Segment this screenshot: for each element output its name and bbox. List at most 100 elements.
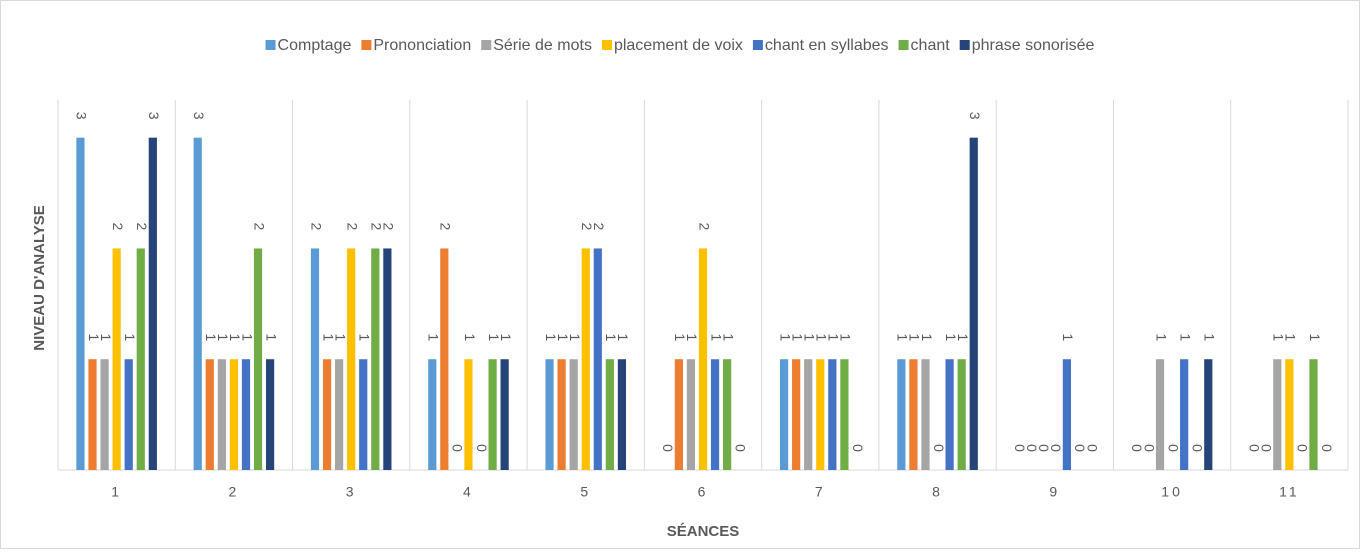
data-label: 1 <box>672 333 688 341</box>
data-label: 1 <box>615 333 631 341</box>
data-label: 1 <box>1060 333 1076 341</box>
data-label: 0 <box>732 444 748 452</box>
bar <box>112 248 121 470</box>
x-tick-label: 8 <box>932 484 943 500</box>
data-label: 0 <box>1319 444 1335 452</box>
bar <box>310 248 320 470</box>
legend-swatch <box>752 40 763 50</box>
bar <box>265 359 275 470</box>
bar <box>193 137 202 470</box>
bar <box>969 137 978 470</box>
bar <box>593 248 602 470</box>
data-label: 3 <box>146 112 162 120</box>
bar <box>241 359 251 470</box>
data-label: 1 <box>777 333 793 341</box>
data-label: 0 <box>1012 444 1028 452</box>
bar <box>440 248 449 470</box>
x-tick-label: 11 <box>1279 484 1300 500</box>
data-label: 1 <box>357 333 373 341</box>
data-label: 2 <box>369 223 385 231</box>
bar <box>322 359 332 470</box>
data-label: 3 <box>74 112 90 120</box>
data-label: 0 <box>1141 444 1157 452</box>
data-label: 2 <box>344 223 360 231</box>
x-tick-label: 5 <box>580 484 591 500</box>
data-label: 0 <box>850 444 866 452</box>
x-tick-label: 6 <box>698 484 709 500</box>
legend-swatch <box>601 40 612 50</box>
data-label: 1 <box>332 333 348 341</box>
bar <box>1309 359 1318 470</box>
data-label: 0 <box>1246 444 1262 452</box>
data-label: 1 <box>1177 333 1193 341</box>
data-label: 2 <box>696 223 712 231</box>
bar <box>710 359 720 470</box>
data-label: 1 <box>1271 333 1287 341</box>
bar <box>205 359 214 470</box>
bar <box>428 359 437 470</box>
bar <box>100 359 109 470</box>
legend-label: Prononciation <box>373 37 471 54</box>
legend-label: phrase sonorisée <box>972 37 1095 54</box>
bar <box>921 359 930 470</box>
data-label: 2 <box>381 223 397 231</box>
legend-label: chant en syllabes <box>765 37 889 54</box>
legend-label: Série de mots <box>493 37 592 54</box>
x-tick-label: 3 <box>346 484 357 500</box>
x-tick-label: 9 <box>1049 484 1060 500</box>
bar <box>464 359 473 470</box>
bar <box>253 248 263 470</box>
data-label: 1 <box>789 333 805 341</box>
bar <box>1155 359 1165 470</box>
data-label: 1 <box>227 333 243 341</box>
bar <box>840 359 849 470</box>
bar <box>88 359 97 470</box>
data-label: 0 <box>1036 444 1052 452</box>
bar <box>383 248 392 470</box>
bar <box>1180 359 1189 470</box>
bar <box>359 359 368 470</box>
legend-label: chant <box>911 37 951 54</box>
data-label: 0 <box>1190 444 1206 452</box>
bar <box>545 359 554 470</box>
x-tick-label: 2 <box>229 484 240 500</box>
bar <box>605 359 614 470</box>
bar <box>723 359 732 470</box>
legend: Comptage Prononciation Série de mots placem… <box>265 37 1095 54</box>
data-label: 1 <box>1307 333 1323 341</box>
data-label: 1 <box>263 333 279 341</box>
x-tick-label: 10 <box>1161 484 1183 500</box>
y-axis-title: NIVEAU D'ANALYSE <box>31 205 48 351</box>
bar <box>217 359 226 470</box>
bar <box>686 359 696 470</box>
bar <box>1273 359 1282 470</box>
bar <box>371 248 380 470</box>
data-label: 1 <box>684 333 700 341</box>
data-label: 1 <box>907 333 923 341</box>
x-tick-label: 4 <box>463 484 474 500</box>
data-label: 1 <box>543 333 559 341</box>
data-label: 1 <box>802 333 818 341</box>
data-label: 1 <box>426 333 442 341</box>
bar <box>1062 359 1071 470</box>
bar <box>1204 359 1213 470</box>
x-tick-label: 7 <box>815 484 826 500</box>
bar <box>500 359 509 470</box>
legend-swatch <box>265 40 276 50</box>
data-label: 0 <box>1165 444 1181 452</box>
bar <box>76 137 85 470</box>
data-label: 1 <box>555 333 571 341</box>
data-label: 2 <box>308 223 324 231</box>
legend-swatch <box>898 40 909 50</box>
data-label: 2 <box>438 223 454 231</box>
data-label: 1 <box>708 333 724 341</box>
bar <box>581 248 590 470</box>
data-label: 0 <box>1084 444 1100 452</box>
data-label: 2 <box>134 223 150 231</box>
data-label: 0 <box>1024 444 1040 452</box>
bar <box>945 359 954 470</box>
data-label: 3 <box>967 112 983 120</box>
data-label: 0 <box>450 444 466 452</box>
data-label: 1 <box>215 333 231 341</box>
